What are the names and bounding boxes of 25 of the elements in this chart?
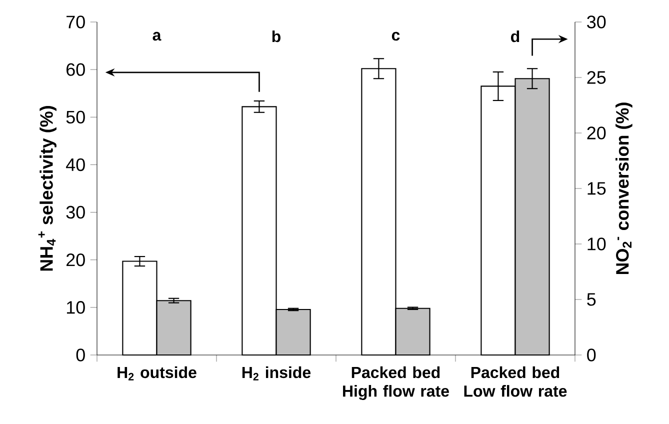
- y-axis-title: NH$_{4}$$^{+}$ selectivity (%): [38, 106, 56, 271]
- annotation: d: [511, 30, 520, 42]
- annotation: c: [392, 32, 400, 41]
- y2-tick-label: 25: [587, 71, 606, 84]
- annotation: b: [272, 30, 280, 42]
- y-tick-label: 60: [66, 63, 85, 76]
- y2-tick-label: 30: [587, 16, 606, 28]
- x-tick-label: Packed bed High flow rate: [343, 366, 449, 400]
- y2-tick-label: 5: [587, 293, 596, 306]
- y2-tick-label: 20: [587, 126, 606, 140]
- y2-tick-label: 15: [588, 182, 606, 195]
- y-tick-label: 50: [66, 110, 85, 124]
- y-tick-label: 40: [66, 158, 85, 172]
- y-tick-label: 30: [66, 206, 85, 219]
- y-tick-label: 20: [66, 253, 85, 266]
- annotation: a: [152, 32, 162, 41]
- x-tick-label: H$_{2}$ inside: [242, 366, 311, 380]
- y2-axis-title: NO$_{2}$$^{-}$ conversion (%): [616, 102, 632, 274]
- y2-tick-label: 10: [588, 238, 606, 250]
- x-tick-label: Packed bed Low flow rate: [464, 366, 567, 397]
- y-tick-label: 70: [66, 16, 85, 28]
- y-tick-label: 0: [76, 348, 85, 362]
- x-tick-label: H$_{2}$ outside: [118, 366, 196, 380]
- y2-tick-label: 0: [587, 348, 596, 362]
- y-tick-label: 10: [66, 301, 85, 314]
